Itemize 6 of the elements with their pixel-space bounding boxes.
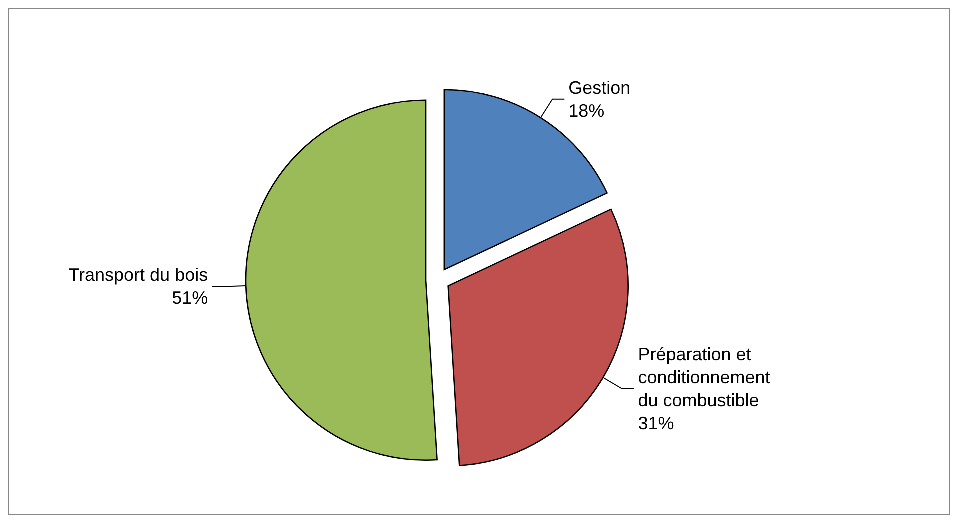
data-label: 31% <box>638 413 674 434</box>
slice-label: Préparation et conditionnement du combustible <box>638 344 770 410</box>
data-label: 51% <box>172 288 208 308</box>
data-label: 18% <box>568 100 605 121</box>
slice-label: Gestion <box>568 78 631 98</box>
slice-label: Transport du bois <box>68 265 208 286</box>
